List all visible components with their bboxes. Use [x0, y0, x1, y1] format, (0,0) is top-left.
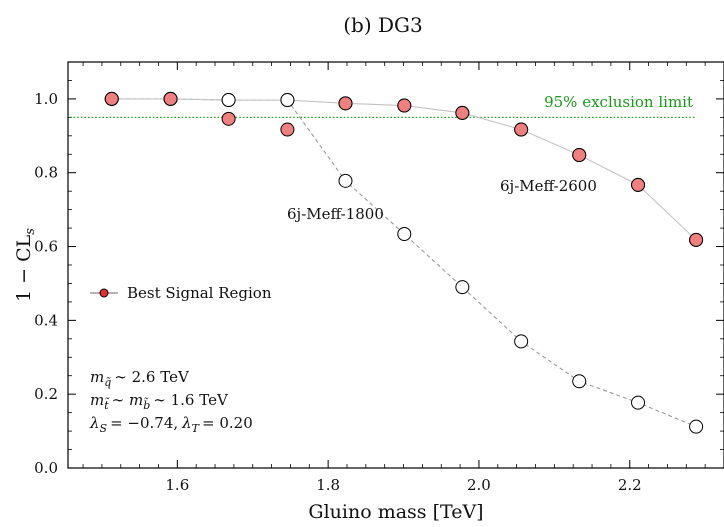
best-signal-point [514, 122, 529, 137]
annotation-sr-2600: 6j-Meff-2600 [500, 177, 597, 195]
series-1-point [572, 374, 587, 389]
best-signal-point [689, 232, 704, 247]
best-signal-point [397, 98, 412, 113]
series-1-point [689, 419, 704, 434]
series-line-1 [111, 98, 697, 428]
y-tick-label: 0.2 [34, 385, 58, 403]
series-1-point [631, 395, 646, 410]
y-tick-label: 1.0 [34, 90, 58, 108]
x-tick-label: 1.6 [165, 476, 189, 494]
axis-ticks [68, 62, 724, 469]
best-signal-point [104, 91, 119, 106]
y-tick-label: 0.4 [34, 311, 58, 329]
best-signal-point [631, 177, 646, 192]
series-markers [104, 91, 704, 434]
best-signal-point [280, 122, 295, 137]
series-line-2 [111, 98, 697, 241]
param-squark-mass: mq̃ ∼ 2.6 TeV [90, 368, 190, 389]
annotation-sr-1800: 6j-Meff-1800 [287, 205, 384, 223]
chart-title: (b) DG3 [343, 13, 423, 37]
y-tick-labels: 0.0 0.2 0.4 0.6 0.8 1.0 [34, 90, 58, 477]
best-signal-markers [104, 91, 704, 247]
best-signal-point [163, 91, 178, 106]
y-tick-label: 0.0 [34, 459, 58, 477]
x-tick-labels: 1.6 1.8 2.0 2.2 [165, 476, 641, 494]
x-tick-label: 2.0 [467, 476, 491, 494]
series-1-point [397, 226, 412, 241]
legend-label: Best Signal Region [127, 284, 272, 302]
param-lambdas: λS = −0.74, λT = 0.20 [89, 414, 253, 435]
param-stop-sbottom-mass: mt̃ ∼ mb̃ ∼ 1.6 TeV [90, 391, 229, 412]
series-1-point [455, 280, 470, 295]
best-signal-point [221, 111, 236, 126]
series-1-point [514, 334, 529, 349]
best-signal-point [572, 148, 587, 163]
best-signal-point [455, 105, 470, 120]
series-2-point [280, 93, 295, 108]
y-axis-label: 1 − CLs [13, 228, 38, 302]
x-tick-label: 1.8 [316, 476, 340, 494]
series-lines [111, 98, 697, 428]
legend-marker [99, 288, 109, 298]
y-tick-label: 0.8 [34, 164, 58, 182]
series-2-point [221, 93, 236, 108]
exclusion-limit-label: 95% exclusion limit [544, 93, 693, 111]
x-tick-label: 2.2 [618, 476, 642, 494]
y-tick-label: 0.6 [34, 238, 58, 256]
parameter-box: mq̃ ∼ 2.6 TeV mt̃ ∼ mb̃ ∼ 1.6 TeV λS = −0.74… [89, 368, 253, 435]
best-signal-point [338, 96, 353, 111]
legend: Best Signal Region [90, 284, 272, 302]
series-1-point [338, 173, 353, 188]
x-axis-label: Gluino mass [TeV] [308, 501, 483, 523]
